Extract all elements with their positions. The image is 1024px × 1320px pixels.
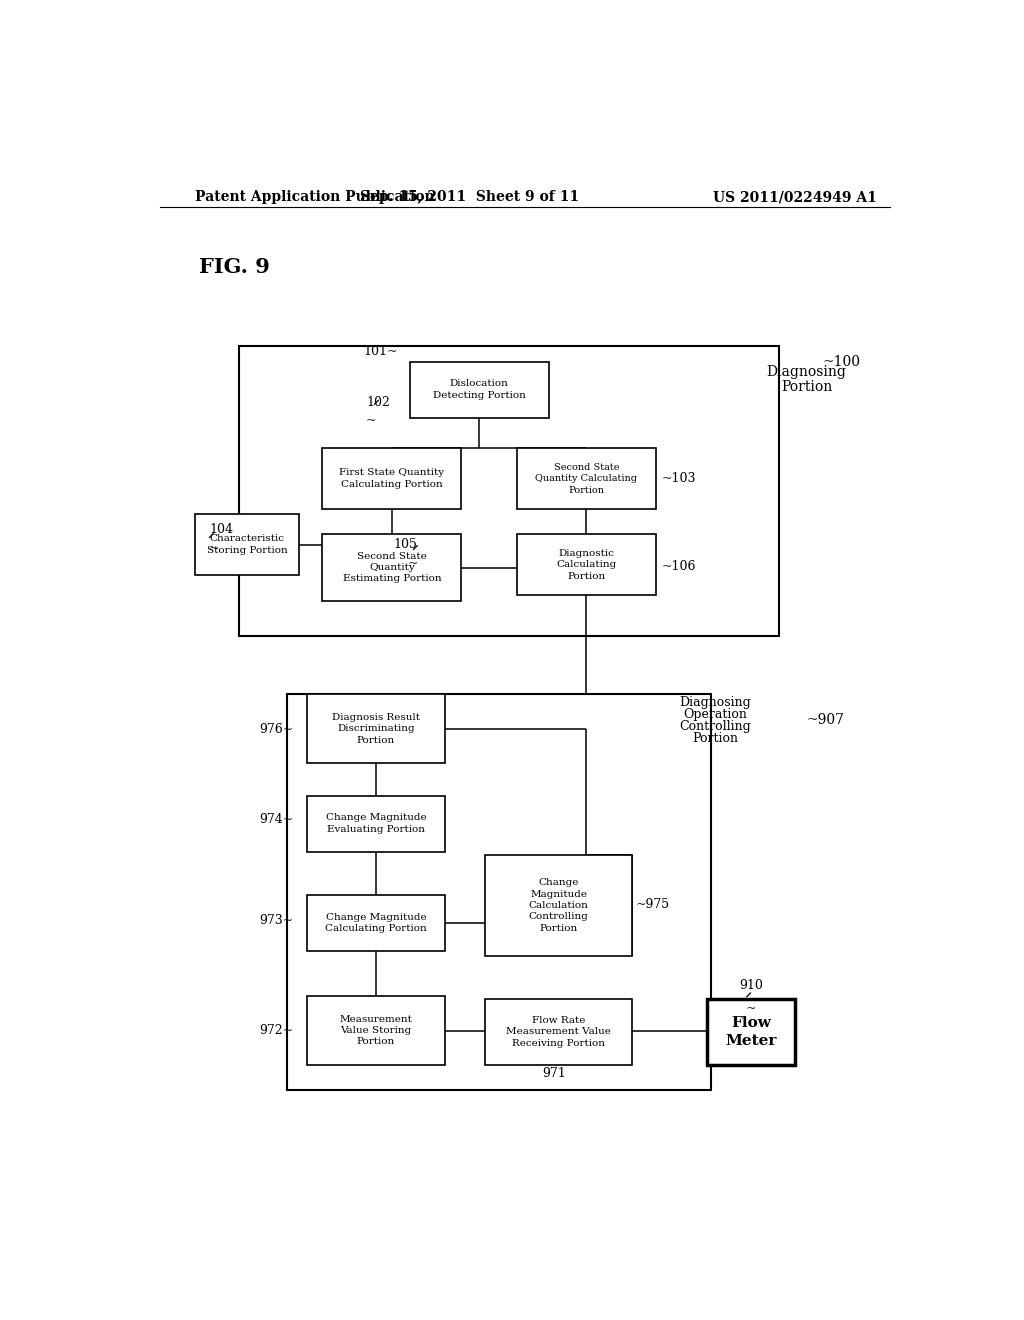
Text: FIG. 9: FIG. 9 <box>200 257 270 277</box>
Text: Change
Magnitude
Calculation
Controlling
Portion: Change Magnitude Calculation Controlling… <box>528 878 589 933</box>
Text: Diagnosing: Diagnosing <box>767 364 847 379</box>
Text: 971: 971 <box>543 1067 566 1080</box>
Text: ~: ~ <box>367 414 377 428</box>
Text: Flow
Meter: Flow Meter <box>725 1016 776 1048</box>
Text: Change Magnitude
Evaluating Portion: Change Magnitude Evaluating Portion <box>326 813 426 834</box>
Text: ~907: ~907 <box>807 714 845 727</box>
Text: ~106: ~106 <box>662 561 695 573</box>
FancyBboxPatch shape <box>306 694 445 763</box>
Text: 976~: 976~ <box>259 723 293 737</box>
Text: Controlling: Controlling <box>679 721 752 733</box>
FancyBboxPatch shape <box>708 999 795 1065</box>
Text: Characteristic
Storing Portion: Characteristic Storing Portion <box>207 535 288 554</box>
FancyBboxPatch shape <box>287 694 712 1090</box>
Text: Change Magnitude
Calculating Portion: Change Magnitude Calculating Portion <box>326 913 427 933</box>
FancyBboxPatch shape <box>517 535 655 595</box>
FancyBboxPatch shape <box>323 447 461 510</box>
Text: Patent Application Publication: Patent Application Publication <box>196 190 435 205</box>
Text: ~: ~ <box>408 557 418 570</box>
Text: Diagnosing: Diagnosing <box>679 696 752 709</box>
Text: ~975: ~975 <box>636 898 670 911</box>
Text: Dislocation
Detecting Portion: Dislocation Detecting Portion <box>433 379 525 400</box>
Text: ~103: ~103 <box>662 473 695 484</box>
FancyBboxPatch shape <box>323 535 461 601</box>
Text: ~: ~ <box>745 1002 757 1015</box>
Text: Diagnostic
Calculating
Portion: Diagnostic Calculating Portion <box>556 549 616 581</box>
Text: ~100: ~100 <box>822 355 860 368</box>
FancyBboxPatch shape <box>485 999 632 1065</box>
Text: Operation: Operation <box>683 708 748 721</box>
Text: 972~: 972~ <box>259 1024 293 1038</box>
Text: Diagnosis Result
Discriminating
Portion: Diagnosis Result Discriminating Portion <box>332 713 420 744</box>
FancyBboxPatch shape <box>306 895 445 952</box>
Text: 101~: 101~ <box>364 345 397 358</box>
Text: Sep. 15, 2011  Sheet 9 of 11: Sep. 15, 2011 Sheet 9 of 11 <box>359 190 579 205</box>
FancyBboxPatch shape <box>485 854 632 956</box>
FancyBboxPatch shape <box>196 515 299 576</box>
Text: Flow Rate
Measurement Value
Receiving Portion: Flow Rate Measurement Value Receiving Po… <box>506 1016 611 1048</box>
Text: 910: 910 <box>739 979 763 991</box>
FancyBboxPatch shape <box>410 362 549 417</box>
Text: ~: ~ <box>209 541 219 554</box>
Text: 104: 104 <box>209 523 232 536</box>
Text: 974~: 974~ <box>259 813 293 825</box>
Text: Portion: Portion <box>781 380 833 395</box>
Text: 102: 102 <box>367 396 390 409</box>
Text: Second State
Quantity Calculating
Portion: Second State Quantity Calculating Portio… <box>536 462 637 495</box>
FancyBboxPatch shape <box>240 346 779 636</box>
FancyBboxPatch shape <box>517 447 655 510</box>
FancyBboxPatch shape <box>306 995 445 1065</box>
Text: US 2011/0224949 A1: US 2011/0224949 A1 <box>713 190 877 205</box>
Text: First State Quantity
Calculating Portion: First State Quantity Calculating Portion <box>339 469 444 488</box>
Text: Second State
Quantity
Estimating Portion: Second State Quantity Estimating Portion <box>343 552 441 583</box>
Text: Portion: Portion <box>692 733 738 746</box>
Text: 973~: 973~ <box>259 915 293 927</box>
FancyBboxPatch shape <box>306 796 445 851</box>
Text: Measurement
Value Storing
Portion: Measurement Value Storing Portion <box>340 1015 413 1047</box>
Text: 105: 105 <box>394 539 418 552</box>
